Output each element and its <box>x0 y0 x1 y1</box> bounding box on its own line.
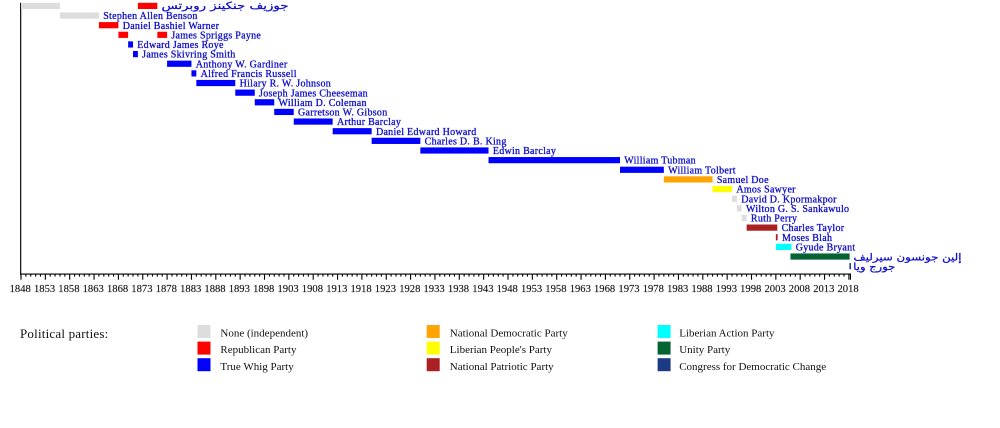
svg-text:National Democratic Party: National Democratic Party <box>450 328 568 340</box>
svg-text:1988: 1988 <box>691 284 712 295</box>
svg-text:Hilary R. W. Johnson: Hilary R. W. Johnson <box>240 79 331 90</box>
svg-text:Wilton G. S. Sankawulo: Wilton G. S. Sankawulo <box>746 204 849 215</box>
svg-text:Edward James Roye: Edward James Roye <box>137 40 224 51</box>
svg-text:Arthur Barclay: Arthur Barclay <box>337 117 401 128</box>
svg-text:True Whig Party: True Whig Party <box>220 361 294 373</box>
svg-text:2008: 2008 <box>789 284 810 295</box>
svg-text:Alfred Francis Russell: Alfred Francis Russell <box>201 69 297 80</box>
svg-text:1898: 1898 <box>253 284 274 295</box>
svg-text:1858: 1858 <box>58 284 79 295</box>
svg-text:1993: 1993 <box>716 284 737 295</box>
svg-text:Liberian People's Party: Liberian People's Party <box>450 344 553 356</box>
svg-text:National Patriotic Party: National Patriotic Party <box>450 361 554 373</box>
svg-text:1913: 1913 <box>326 284 347 295</box>
svg-text:Amos Sawyer: Amos Sawyer <box>736 185 796 196</box>
svg-text:Charles D. B. King: Charles D. B. King <box>425 136 507 147</box>
svg-text:1873: 1873 <box>131 284 152 295</box>
svg-text:1933: 1933 <box>424 284 445 295</box>
svg-text:Republican Party: Republican Party <box>220 344 297 356</box>
svg-text:1923: 1923 <box>375 284 396 295</box>
svg-text:Joseph James Cheeseman: Joseph James Cheeseman <box>259 88 368 99</box>
svg-text:James Spriggs Payne: James Spriggs Payne <box>171 30 261 41</box>
svg-text:Daniel Bashiel Warner: Daniel Bashiel Warner <box>123 21 220 32</box>
svg-text:1893: 1893 <box>229 284 250 295</box>
svg-text:1948: 1948 <box>497 284 518 295</box>
svg-text:William Tolbert: William Tolbert <box>668 165 736 176</box>
svg-text:Liberian Action Party: Liberian Action Party <box>679 328 775 340</box>
svg-text:Charles Taylor: Charles Taylor <box>782 223 845 234</box>
svg-text:Garretson W. Gibson: Garretson W. Gibson <box>298 108 387 119</box>
svg-text:جورج ويا: جورج ويا <box>853 262 895 273</box>
svg-text:1868: 1868 <box>107 284 128 295</box>
svg-text:1983: 1983 <box>667 284 688 295</box>
svg-text:2018: 2018 <box>838 284 859 295</box>
svg-text:إلين جونسون سيرليف: إلين جونسون سيرليف <box>854 252 962 263</box>
svg-text:1848: 1848 <box>10 284 31 295</box>
svg-text:Unity Party: Unity Party <box>679 344 731 356</box>
svg-text:1978: 1978 <box>643 284 664 295</box>
svg-text:Daniel Edward Howard: Daniel Edward Howard <box>376 127 477 138</box>
svg-text:1863: 1863 <box>83 284 104 295</box>
svg-text:جوزيف جنكينز روبرتس: جوزيف جنكينز روبرتس <box>162 1 289 12</box>
svg-text:Edwin Barclay: Edwin Barclay <box>493 146 556 157</box>
svg-text:David D. Kpormakpor: David D. Kpormakpor <box>741 194 837 205</box>
svg-text:1903: 1903 <box>278 284 299 295</box>
svg-text:None (independent): None (independent) <box>220 328 308 340</box>
svg-text:Samuel Doe: Samuel Doe <box>717 175 769 186</box>
svg-text:1853: 1853 <box>34 284 55 295</box>
svg-text:Political parties:: Political parties: <box>20 326 108 341</box>
svg-text:James Skivring Smith: James Skivring Smith <box>142 50 235 61</box>
svg-text:Anthony W. Gardiner: Anthony W. Gardiner <box>196 59 288 70</box>
svg-text:Congress for Democratic Change: Congress for Democratic Change <box>679 361 826 373</box>
svg-text:Stephen Allen Benson: Stephen Allen Benson <box>103 11 197 22</box>
svg-text:1878: 1878 <box>156 284 177 295</box>
svg-text:1958: 1958 <box>545 284 566 295</box>
svg-text:1938: 1938 <box>448 284 469 295</box>
svg-text:1968: 1968 <box>594 284 615 295</box>
svg-text:Gyude Bryant: Gyude Bryant <box>796 243 856 254</box>
svg-text:1883: 1883 <box>180 284 201 295</box>
svg-text:William D. Coleman: William D. Coleman <box>279 98 367 109</box>
svg-text:2013: 2013 <box>813 284 834 295</box>
svg-text:1928: 1928 <box>399 284 420 295</box>
svg-text:Ruth Perry: Ruth Perry <box>751 214 797 225</box>
svg-text:2003: 2003 <box>765 284 786 295</box>
svg-text:1908: 1908 <box>302 284 323 295</box>
svg-text:1998: 1998 <box>740 284 761 295</box>
svg-text:1943: 1943 <box>472 284 493 295</box>
svg-text:1973: 1973 <box>618 284 639 295</box>
svg-text:1953: 1953 <box>521 284 542 295</box>
svg-text:1918: 1918 <box>351 284 372 295</box>
svg-text:William Tubman: William Tubman <box>624 156 696 167</box>
svg-text:1888: 1888 <box>204 284 225 295</box>
svg-text:1963: 1963 <box>570 284 591 295</box>
svg-text:Moses Blah: Moses Blah <box>782 233 832 244</box>
